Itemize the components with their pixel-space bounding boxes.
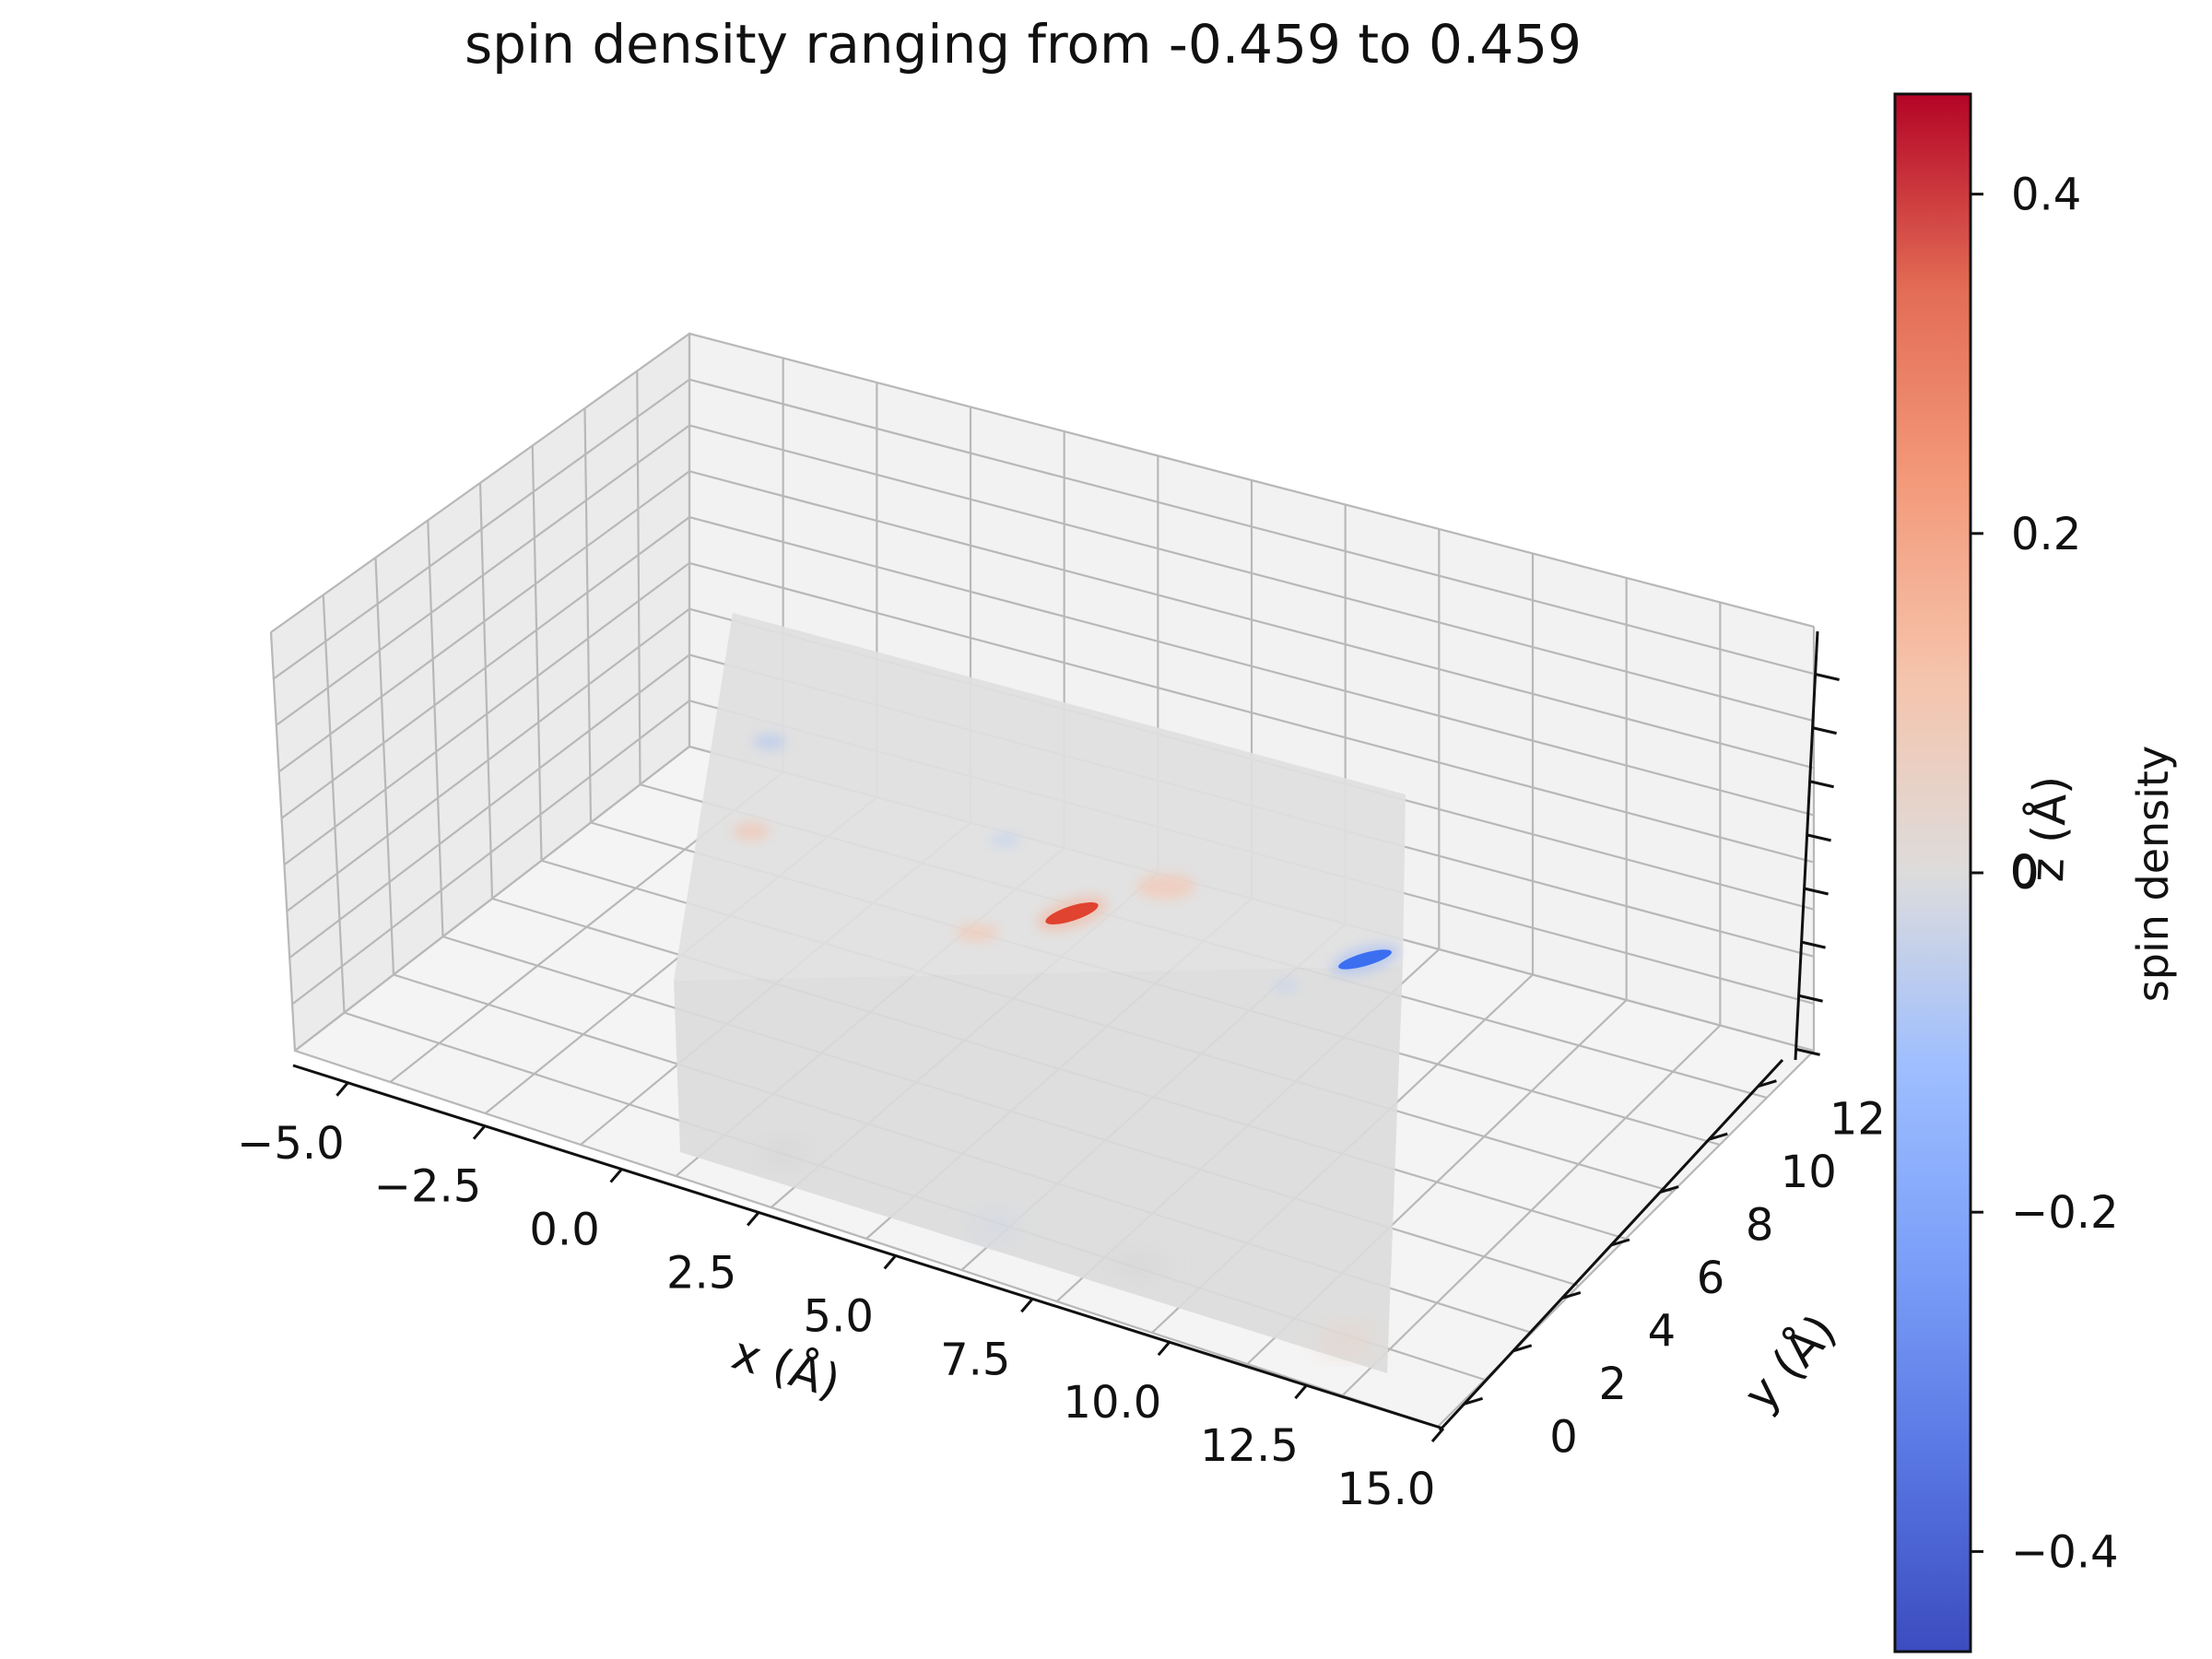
x-tick xyxy=(1020,1298,1034,1313)
grid-line-y xyxy=(269,631,297,1052)
grid-line-y xyxy=(636,371,641,785)
z-tick xyxy=(1798,994,1823,1003)
y-tick-label: 10 xyxy=(1781,1147,1837,1198)
colorbar-tick-label: 0.4 xyxy=(2011,170,2081,221)
colorbar-tick-label: −0.4 xyxy=(2011,1526,2119,1578)
y-tick-label: 4 xyxy=(1648,1305,1677,1357)
grid-line-z xyxy=(294,745,1815,1053)
colorbar-tick-label: 0.2 xyxy=(2011,509,2081,560)
negative-spin-lobe xyxy=(1338,949,1392,970)
x-tick xyxy=(1157,1341,1171,1357)
x-tick-label: −5.0 xyxy=(237,1118,345,1170)
z-axis-line xyxy=(1794,630,1819,1061)
y-tick-label: 12 xyxy=(1830,1094,1886,1146)
grid-line-y xyxy=(322,594,346,1013)
axis-tick-labels: −5.0−2.50.02.55.07.510.012.515.002468101… xyxy=(237,846,2038,1515)
z-tick-label: 0 xyxy=(2010,846,2039,898)
y-tick-label: 0 xyxy=(1549,1411,1578,1463)
axis-ticks xyxy=(335,673,1840,1442)
colorbar-tick-label: −0.2 xyxy=(2011,1187,2119,1239)
grid-line-z xyxy=(270,332,1815,633)
grid-line-y xyxy=(531,445,543,861)
grid-line-y xyxy=(427,520,444,937)
y-tick xyxy=(1708,1132,1728,1141)
x-tick-label: 15.0 xyxy=(1337,1464,1436,1515)
z-tick xyxy=(1804,887,1829,896)
weak-positive-spot xyxy=(733,822,770,841)
x-tick xyxy=(747,1211,760,1227)
density-slice xyxy=(674,613,1406,1373)
z-tick xyxy=(1812,726,1837,735)
weak-negative-spot xyxy=(968,1213,1023,1239)
z-tick xyxy=(1801,940,1826,949)
z-axis-label: z (Å) xyxy=(2020,775,2077,883)
y-tick xyxy=(1757,1079,1777,1088)
x-tick-label: 7.5 xyxy=(940,1334,1010,1385)
x-tick-label: 0.0 xyxy=(529,1205,599,1256)
y-axis-label: y (Å) xyxy=(1734,1304,1847,1421)
y-tick xyxy=(1464,1396,1484,1406)
grid-line-z xyxy=(283,561,1815,866)
weak-positive-spot xyxy=(1318,1328,1373,1354)
colorbar-ticks: −0.4 −0.2 0 0.2 0.4 xyxy=(1971,170,2119,1578)
z-tick xyxy=(1806,833,1831,842)
weak-neutral-spot xyxy=(1109,1252,1168,1277)
positive-spin-lobe xyxy=(1045,902,1099,924)
y-tick-label: 8 xyxy=(1746,1200,1774,1252)
grid-line-z xyxy=(278,470,1815,773)
grid-line-z xyxy=(291,700,1815,1006)
grid-line-z xyxy=(286,607,1815,912)
weak-negative-spot xyxy=(988,833,1021,848)
y-tick xyxy=(1561,1290,1582,1300)
colorbar xyxy=(1893,92,1972,1653)
x-tick xyxy=(472,1124,487,1140)
colorbar-tick-label: 0 xyxy=(2011,848,2040,900)
colorbar-label: spin density xyxy=(2128,746,2178,1002)
z-tick xyxy=(1795,1047,1820,1056)
y-tick-label: 6 xyxy=(1697,1253,1725,1304)
x-tick xyxy=(1430,1428,1445,1442)
x-tick xyxy=(1294,1384,1308,1400)
grid-line-z xyxy=(276,424,1815,726)
x-tick xyxy=(883,1254,897,1270)
y-tick xyxy=(1610,1238,1630,1247)
y-tick-label: 2 xyxy=(1598,1359,1627,1410)
grid-line-z xyxy=(288,653,1815,959)
x-tick xyxy=(609,1168,623,1183)
x-tick-label: −2.5 xyxy=(374,1161,482,1213)
y-tick xyxy=(1659,1185,1679,1194)
weak-neutral-spot xyxy=(759,1141,807,1163)
z-tick xyxy=(1815,673,1840,681)
x-tick xyxy=(335,1081,349,1097)
chart-title: spin density ranging from -0.459 to 0.45… xyxy=(465,13,1582,76)
grid-line-y xyxy=(478,482,494,900)
z-tick xyxy=(1809,780,1834,789)
slice-upper xyxy=(674,613,1406,981)
weak-negative-spot xyxy=(1273,980,1299,993)
weak-positive-spot xyxy=(955,924,999,942)
grid-line-z xyxy=(273,378,1815,680)
x-tick-label: 10.0 xyxy=(1063,1377,1161,1429)
weak-negative-spot xyxy=(753,734,786,750)
weak-positive-spot xyxy=(1136,874,1195,900)
y-tick xyxy=(1512,1344,1533,1353)
grid-line-y xyxy=(294,1049,1439,1429)
grid-line-y xyxy=(583,407,593,823)
slice-lower xyxy=(674,966,1403,1373)
grid-line-z xyxy=(280,515,1815,819)
x-tick-label: 2.5 xyxy=(666,1247,736,1299)
x-tick-label: 5.0 xyxy=(804,1290,874,1342)
grid-line-y xyxy=(374,557,395,975)
x-tick-label: 12.5 xyxy=(1200,1420,1299,1472)
